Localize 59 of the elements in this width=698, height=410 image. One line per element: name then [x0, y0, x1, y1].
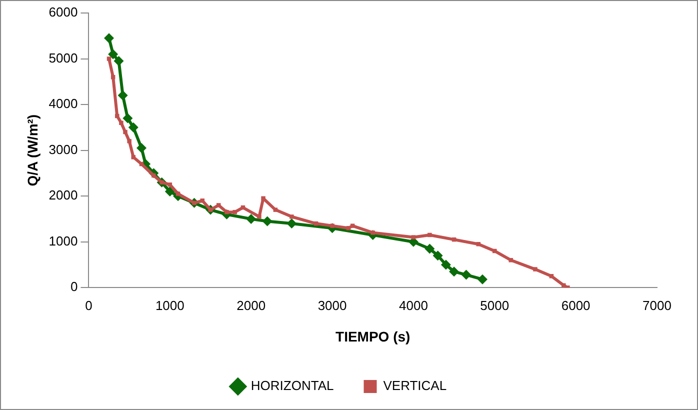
point	[164, 186, 175, 196]
point	[131, 155, 136, 160]
point	[330, 224, 334, 228]
point	[262, 216, 272, 226]
point	[428, 232, 432, 238]
y-tick-label: 6000	[48, 4, 78, 20]
x-tick-label: 1000	[155, 298, 184, 313]
point	[286, 218, 297, 229]
point	[273, 208, 278, 212]
point	[533, 267, 538, 272]
point	[123, 130, 128, 134]
point	[424, 244, 435, 254]
point	[104, 33, 114, 44]
point	[108, 49, 118, 60]
point	[432, 250, 443, 261]
x-axis-title: TIEMPO (s)	[336, 328, 410, 344]
y-tick-label: 5000	[48, 50, 78, 66]
point	[136, 143, 146, 154]
y-tick-label: 2000	[48, 188, 78, 203]
point	[115, 114, 120, 118]
x-tick-label: 4000	[398, 298, 428, 313]
legend-label: VERTICAL	[383, 378, 447, 394]
point	[119, 120, 124, 125]
point	[508, 258, 513, 262]
y-axis-title: Q/A (W/m²)	[24, 114, 40, 186]
x-tick-label: 5000	[480, 298, 510, 313]
point	[200, 198, 204, 203]
x-tick-label: 2000	[236, 298, 266, 313]
point	[477, 274, 488, 284]
point	[566, 285, 570, 288]
point	[290, 214, 294, 219]
point	[128, 122, 138, 132]
point	[257, 214, 262, 219]
x-tick-label: 0	[85, 298, 92, 313]
point	[106, 56, 112, 61]
point	[350, 224, 355, 228]
point	[411, 235, 416, 240]
point	[122, 113, 133, 124]
point	[549, 274, 554, 278]
x-tick-label: 7000	[642, 298, 672, 313]
point	[440, 260, 451, 270]
point	[232, 210, 237, 214]
y-tick-label: 0	[70, 279, 78, 294]
y-tick-label: 4000	[48, 96, 78, 112]
point	[216, 203, 221, 208]
point	[118, 90, 128, 100]
x-tick-label: 6000	[561, 298, 590, 313]
point	[562, 283, 566, 288]
point	[114, 56, 124, 66]
y-tick-label: 3000	[48, 142, 78, 157]
point	[461, 270, 472, 280]
y-tick-label: 1000	[48, 233, 78, 248]
x-tick-label: 3000	[318, 298, 347, 313]
point	[492, 248, 497, 254]
point	[261, 196, 266, 200]
point	[449, 266, 460, 277]
point	[127, 139, 132, 144]
point	[246, 214, 256, 224]
legend-label: HORIZONTAL	[250, 378, 334, 394]
